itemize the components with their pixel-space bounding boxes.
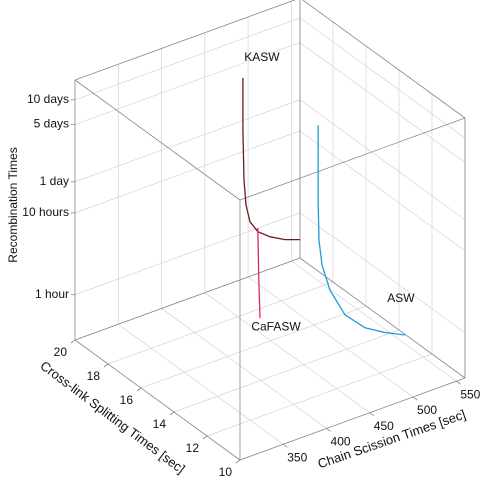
series-line — [317, 125, 405, 336]
box-edge — [239, 117, 466, 201]
tick-mark — [456, 380, 461, 385]
box-edge — [239, 377, 466, 461]
tick-mark — [283, 443, 288, 448]
grid-line — [74, 17, 301, 101]
series-label: CaFASW — [251, 319, 301, 333]
y-tick-label: 18 — [87, 369, 101, 383]
grid-line — [299, 42, 466, 163]
y-tick-label: 12 — [186, 441, 200, 455]
x-tick-label: 350 — [287, 450, 307, 464]
grid-line — [74, 130, 301, 214]
x-tick-label: 550 — [460, 387, 480, 401]
grid-line — [74, 42, 301, 125]
tick-mark — [103, 363, 109, 368]
z-tick-label: 1 day — [40, 174, 69, 188]
box-edge — [299, 257, 466, 379]
grid-line — [204, 292, 371, 413]
box-edge — [74, 339, 241, 461]
y-tick-label: 16 — [120, 393, 134, 407]
x-tick-label: 450 — [374, 419, 394, 433]
series-label: KASW — [244, 50, 280, 64]
grid-line — [140, 305, 367, 389]
z-tick-label: 1 hour — [35, 287, 69, 301]
z-tick-label: 5 days — [34, 117, 69, 131]
tick-mark — [169, 411, 175, 416]
grid-line — [107, 281, 334, 365]
grid-line — [299, 99, 466, 221]
grid-line — [74, 99, 301, 183]
tick-mark — [136, 387, 142, 392]
z-tick-label: 10 days — [27, 92, 69, 106]
grid-line — [247, 276, 414, 398]
grid-line — [206, 353, 433, 437]
tick-mark — [235, 459, 241, 464]
z-axis-title: Recombination Times — [6, 147, 20, 262]
box-edge — [74, 0, 296, 81]
grid-line — [299, 17, 466, 139]
grid-line — [118, 323, 284, 445]
tick-mark — [326, 428, 331, 432]
grid-line — [299, 130, 466, 252]
grid-line — [299, 212, 466, 334]
z-tick-label: 10 hours — [22, 205, 69, 219]
tick-mark — [202, 435, 208, 440]
x-tick-label: 400 — [331, 435, 351, 449]
series-line — [242, 78, 300, 241]
tick-mark — [412, 396, 418, 401]
tick-mark — [70, 339, 76, 344]
series-label: ASW — [387, 291, 415, 305]
y-tick-label: 20 — [54, 345, 68, 359]
grid-line — [74, 212, 301, 296]
grid-line — [161, 308, 327, 429]
x-tick-label: 500 — [417, 403, 437, 417]
tick-mark — [369, 412, 375, 417]
series-line — [257, 228, 261, 319]
grid-line — [173, 329, 400, 413]
y-tick-label: 10 — [219, 465, 233, 479]
grid-line — [291, 260, 457, 382]
box-edge — [74, 79, 241, 201]
y-tick-label: 14 — [153, 417, 167, 431]
box-edge — [74, 257, 301, 341]
box-edge — [302, 0, 466, 119]
